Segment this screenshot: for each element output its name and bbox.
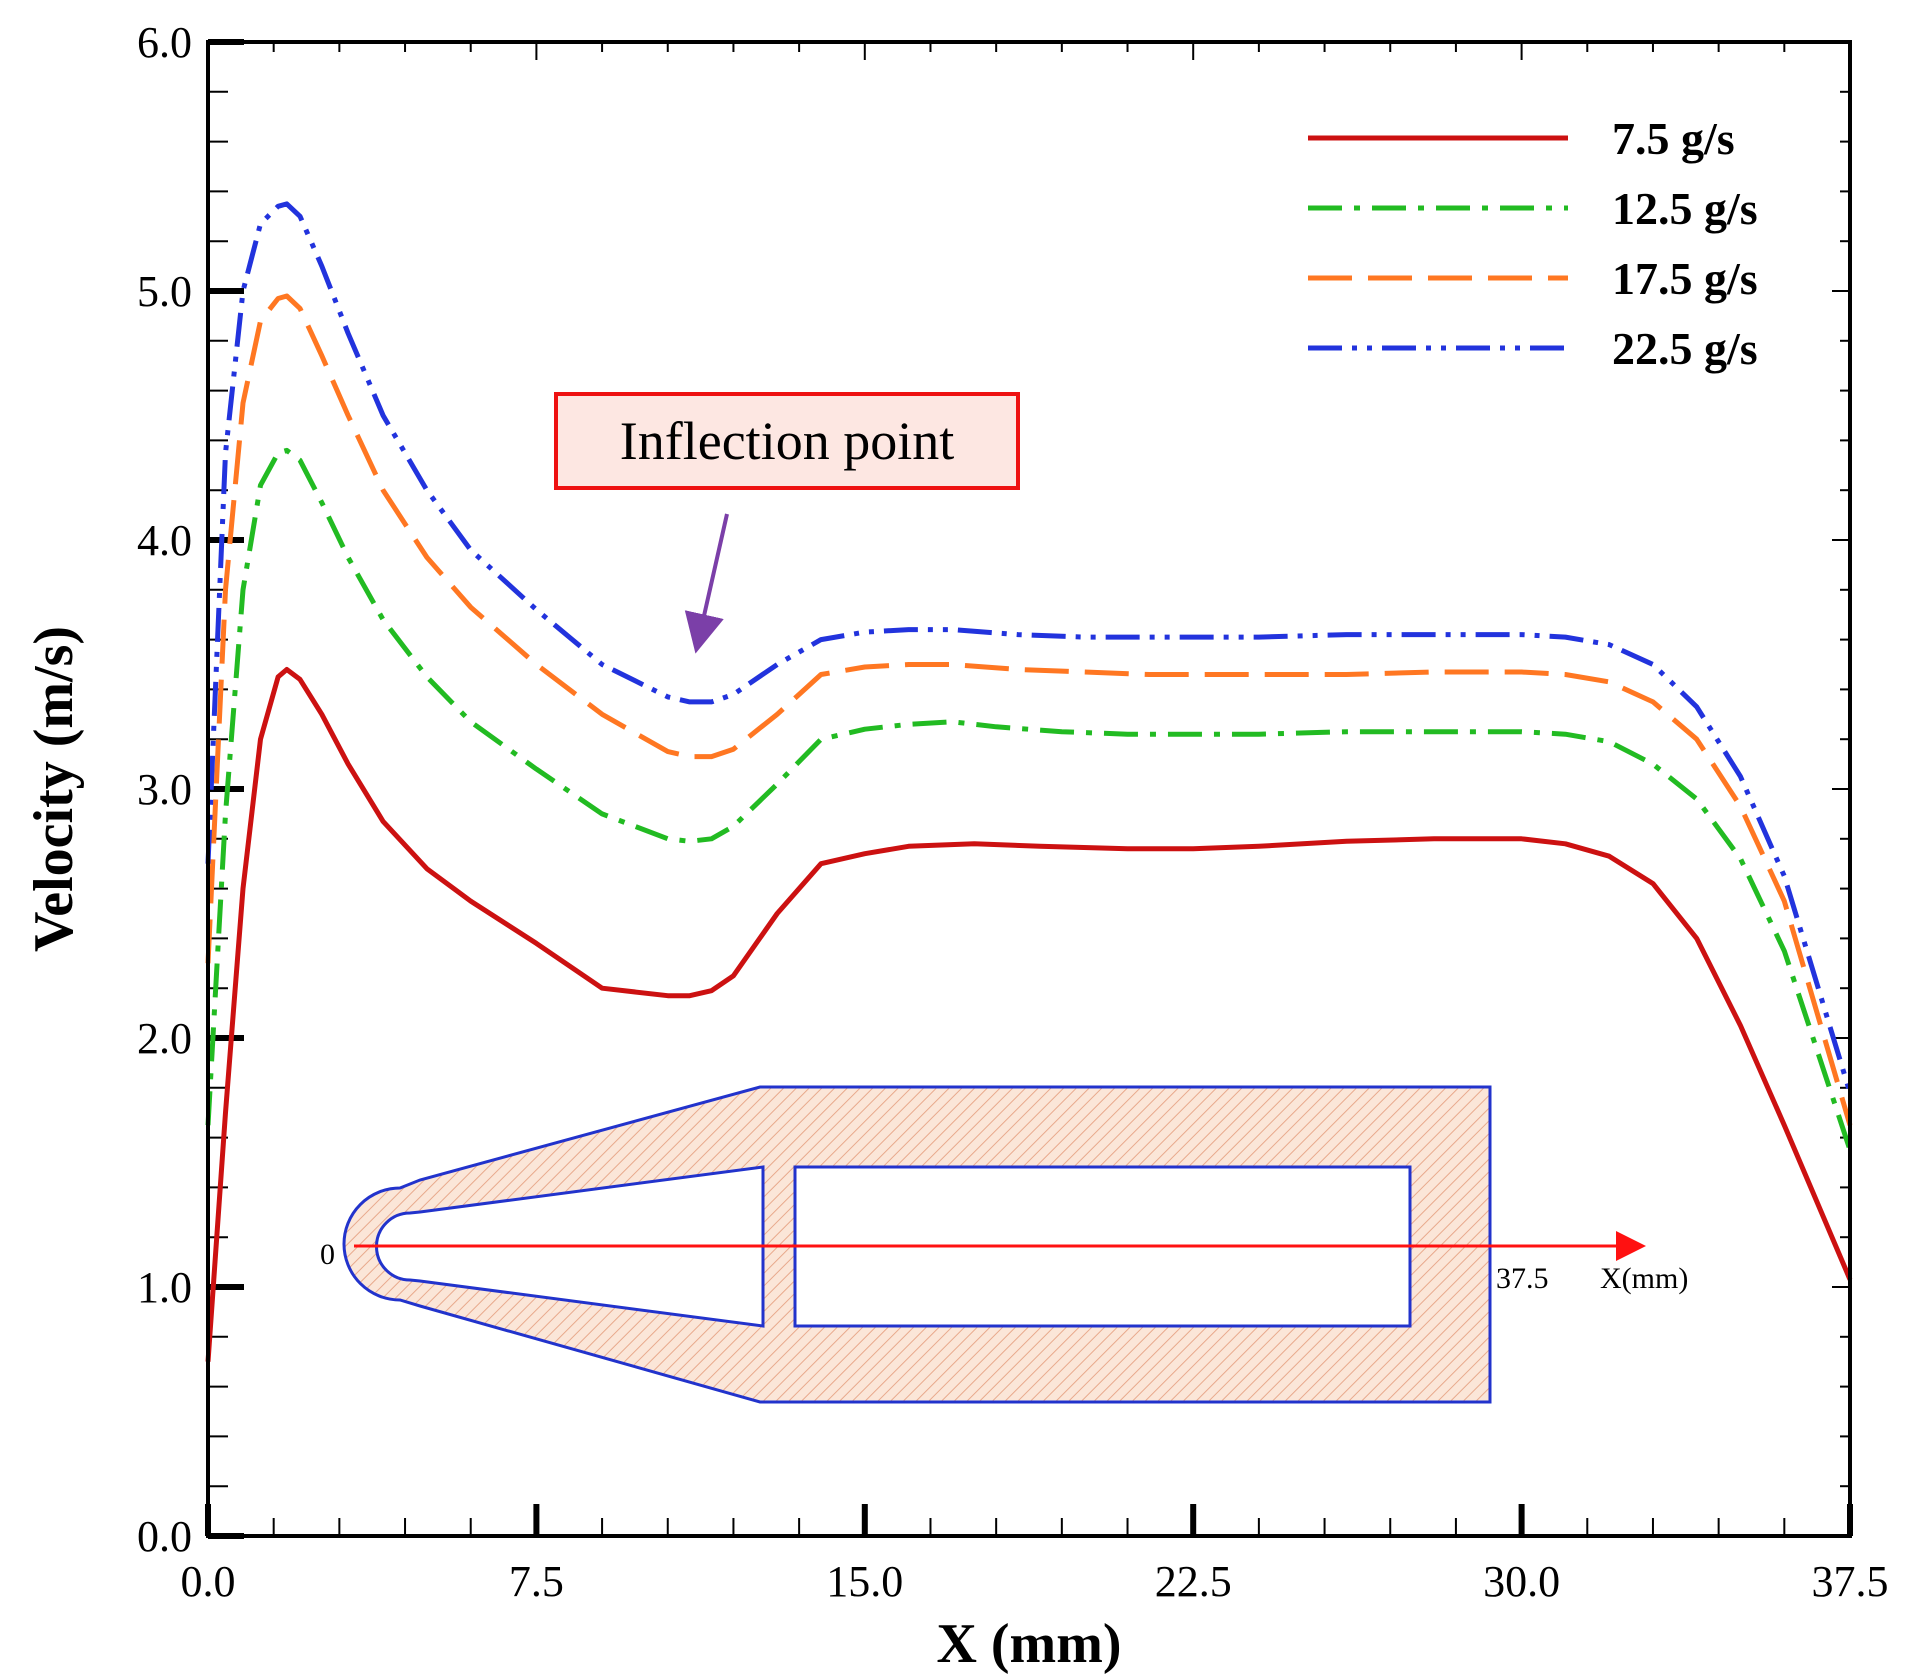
legend-label: 22.5 g/s xyxy=(1612,323,1758,374)
inset-origin-label: 0 xyxy=(320,1238,335,1271)
axis-tick-labels: 0.0 7.5 15.0 22.5 30.0 37.5 0.0 1.0 2.0 3.0 4.0 5.0… xyxy=(137,18,1889,1606)
annotation-text: Inflection point xyxy=(620,411,954,471)
series-lines xyxy=(205,201,1853,1362)
plot-frame xyxy=(206,40,1852,1538)
annotation-arrow xyxy=(684,513,729,654)
y-tick-label: 6.0 xyxy=(137,18,192,67)
y-tick-label: 2.0 xyxy=(137,1014,192,1063)
x-tick-label: 0.0 xyxy=(181,1557,236,1606)
y-tick-label: 1.0 xyxy=(137,1263,192,1312)
legend-label: 17.5 g/s xyxy=(1612,253,1758,304)
y-tick-label: 3.0 xyxy=(137,765,192,814)
inset-end-label: 37.5 xyxy=(1496,1262,1549,1295)
series-line-0 xyxy=(205,667,1853,1362)
y-tick-label: 4.0 xyxy=(137,516,192,565)
x-tick-label: 15.0 xyxy=(826,1557,903,1606)
y-tick-label: 5.0 xyxy=(137,267,192,316)
inset-schematic: 0 37.5 X(mm) xyxy=(320,1085,1688,1404)
legend-label: 7.5 g/s xyxy=(1612,113,1735,164)
x-tick-label: 22.5 xyxy=(1155,1557,1232,1606)
annotation-box xyxy=(554,392,1020,490)
x-tick-label: 37.5 xyxy=(1812,1557,1889,1606)
x-tick-label: 7.5 xyxy=(509,1557,564,1606)
series-line-3 xyxy=(205,201,1853,1094)
x-tick-label: 30.0 xyxy=(1483,1557,1560,1606)
series-line-1 xyxy=(205,447,1853,1151)
y-axis-title: Velocity (m/s) xyxy=(23,626,85,952)
y-tick-label: 0.0 xyxy=(137,1512,192,1561)
inset-axis-label: X(mm) xyxy=(1600,1262,1688,1295)
legend: 7.5 g/s 12.5 g/s 17.5 g/s 22.5 g/s xyxy=(1308,113,1758,374)
legend-label: 12.5 g/s xyxy=(1612,183,1758,234)
x-axis-title: X (mm) xyxy=(936,1613,1121,1675)
series-line-2 xyxy=(205,293,1853,1126)
inflection-annotation: Inflection point xyxy=(554,392,1020,654)
